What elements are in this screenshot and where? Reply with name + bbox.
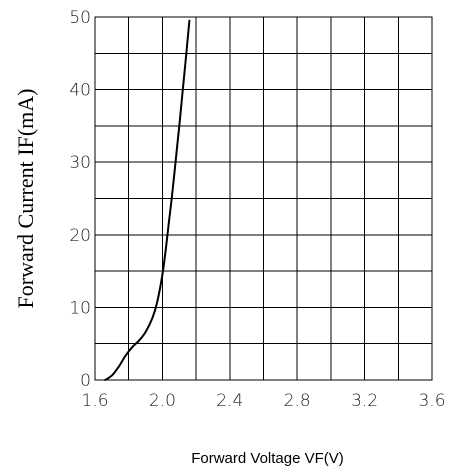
y-tick-label: 0: [80, 371, 91, 391]
tick-labels: 1.6 2.0 2.4 2.8 3.2 3.6 0 10 20 30 40 50: [69, 8, 445, 411]
y-tick-label: 30: [69, 153, 91, 173]
plot-frame: [94, 16, 433, 381]
y-tick-label: 10: [69, 298, 91, 318]
y-axis-title: Forward Current IF(mA): [13, 89, 38, 309]
y-tick-label: 40: [69, 81, 91, 101]
x-tick-label: 2.0: [149, 391, 176, 411]
y-tick-label: 20: [69, 226, 91, 246]
x-tick-label: 3.6: [418, 391, 445, 411]
x-tick-label: 3.2: [351, 391, 378, 411]
series-layer: [104, 19, 191, 381]
x-tick-label: 2.4: [216, 391, 243, 411]
chart-grid: [95, 17, 432, 380]
x-axis-title: Forward Voltage VF(V): [191, 450, 344, 467]
forward-current-curve: [104, 19, 191, 381]
x-tick-label: 2.8: [284, 391, 311, 411]
y-tick-label: 50: [69, 8, 91, 28]
x-tick-label: 1.6: [81, 391, 108, 411]
